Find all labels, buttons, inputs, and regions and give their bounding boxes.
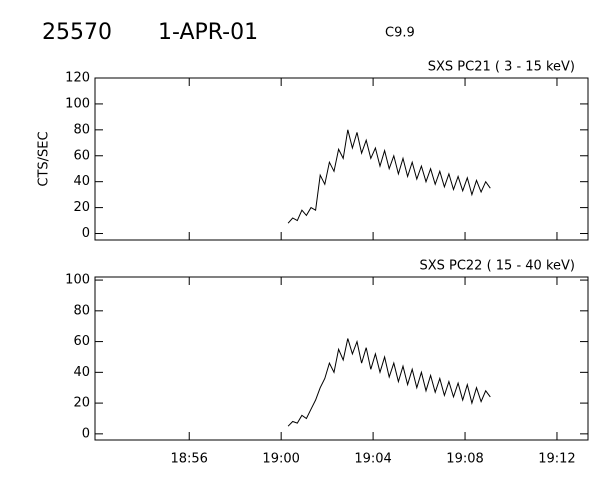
y-tick-label: 80 — [73, 303, 90, 318]
x-tick-label: 19:08 — [446, 452, 483, 467]
y-tick-label: 100 — [65, 273, 90, 288]
y-axis-label: CTS/SEC — [37, 131, 52, 186]
y-tick-label: 0 — [82, 226, 90, 241]
plot-frame — [94, 77, 589, 241]
y-tick-label: 40 — [73, 174, 90, 189]
y-tick-label: 60 — [73, 334, 90, 349]
y-tick-label: 0 — [82, 426, 90, 441]
flare-date: 1-APR-01 — [158, 20, 258, 45]
flare-id: 25570 — [42, 20, 112, 45]
y-tick-label: 20 — [73, 396, 90, 411]
y-tick-label: 120 — [65, 71, 90, 86]
x-tick-label: 19:00 — [262, 452, 299, 467]
panel-title: SXS PC21 ( 3 - 15 keV) — [428, 60, 575, 75]
plot-frame — [94, 276, 589, 441]
y-tick-label: 100 — [65, 96, 90, 111]
data-line — [287, 129, 491, 224]
data-line — [287, 338, 491, 427]
flare-class: C9.9 — [385, 26, 415, 41]
x-tick-label: 18:56 — [170, 452, 207, 467]
y-tick-label: 40 — [73, 365, 90, 380]
y-tick-label: 20 — [73, 200, 90, 215]
x-tick-label: 19:12 — [538, 452, 575, 467]
x-tick-label: 19:04 — [354, 452, 391, 467]
y-tick-label: 80 — [73, 122, 90, 137]
y-tick-label: 60 — [73, 148, 90, 163]
panel-title: SXS PC22 ( 15 - 40 keV) — [419, 259, 575, 274]
